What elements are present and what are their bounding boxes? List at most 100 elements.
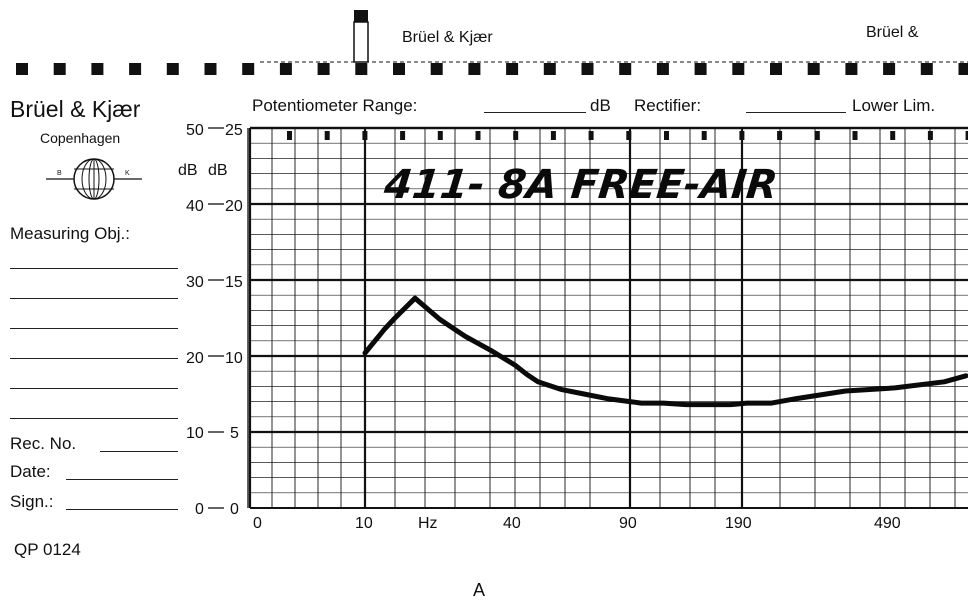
sprocket-hole — [355, 63, 367, 75]
sprocket-hole — [544, 63, 556, 75]
y-right-tick-label: 5 — [230, 425, 239, 443]
top-tick-marks — [287, 131, 968, 140]
top-tick — [287, 131, 292, 140]
x-tick-label: 490 — [874, 515, 901, 533]
top-tick — [551, 131, 556, 140]
top-tick — [362, 131, 367, 140]
y-left-tick-label: 0 — [195, 501, 204, 519]
globe-logo-icon: B K — [44, 154, 144, 204]
sprocket-hole — [582, 63, 594, 75]
top-tick — [853, 131, 858, 140]
x-tick-label: 190 — [725, 515, 752, 533]
sprocket-hole — [619, 63, 631, 75]
y-right-tick-label: 25 — [225, 122, 243, 140]
measuring-object-line-1 — [10, 268, 178, 269]
sprocket-hole — [506, 63, 518, 75]
y-left-tick-label: 30 — [186, 274, 204, 292]
sprocket-hole — [280, 63, 292, 75]
y-left-tick-label: 40 — [186, 198, 204, 216]
top-tick — [890, 131, 895, 140]
sprocket-hole — [695, 63, 707, 75]
x-tick-label: 10 — [355, 515, 373, 533]
rectifier-label: Rectifier: — [634, 96, 701, 116]
potentiometer-range-label: Potentiometer Range: — [252, 96, 417, 116]
sprocket-hole — [657, 63, 669, 75]
y-right-tick-label: 20 — [225, 198, 243, 216]
top-tick — [400, 131, 405, 140]
svg-text:411- 8A FREE-AIR: 411- 8A FREE-AIR — [381, 162, 780, 208]
lower-limit-label: Lower Lim. — [852, 96, 935, 116]
sprocket-hole — [167, 63, 179, 75]
measuring-object-line-2 — [10, 298, 178, 299]
sprocket-hole — [91, 63, 103, 75]
y-right-tick-label: 0 — [230, 501, 239, 519]
sprocket-marker — [354, 10, 368, 62]
top-tick — [815, 131, 820, 140]
top-tick — [777, 131, 782, 140]
x-tick-label: 90 — [619, 515, 637, 533]
date-label: Date: — [10, 462, 51, 482]
y-left-tick-label: 20 — [186, 350, 204, 368]
sprocket-hole — [318, 63, 330, 75]
sprocket-hole — [770, 63, 782, 75]
y-axis-ticks — [208, 128, 248, 508]
top-tick — [325, 131, 330, 140]
sprocket-hole — [16, 63, 28, 75]
y-right-tick-label: 10 — [225, 350, 243, 368]
y-axis-right-unit: dB — [208, 162, 228, 180]
y-left-tick-label: 50 — [186, 122, 204, 140]
measuring-object-line-5 — [10, 388, 178, 389]
top-tick — [626, 131, 631, 140]
potentiometer-range-blank — [484, 112, 586, 113]
x-axis-unit: Hz — [418, 515, 438, 533]
company-city: Copenhagen — [40, 130, 120, 146]
measuring-object-line-6 — [10, 418, 178, 419]
top-tick — [928, 131, 933, 140]
sprocket-hole — [808, 63, 820, 75]
measuring-object-line-3 — [10, 328, 178, 329]
top-tick — [739, 131, 744, 140]
date-blank — [66, 479, 178, 480]
measuring-object-label: Measuring Obj.: — [10, 224, 130, 244]
top-tick — [513, 131, 518, 140]
rectifier-blank — [746, 112, 846, 113]
sprocket-hole — [393, 63, 405, 75]
signature-blank — [66, 509, 178, 510]
sprocket-strip — [16, 62, 968, 75]
figure-label: A — [473, 580, 485, 601]
chart-title-handwritten: 411- 8A FREE-AIR — [380, 152, 800, 212]
top-tick — [664, 131, 669, 140]
sprocket-hole — [921, 63, 933, 75]
sprocket-hole — [205, 63, 217, 75]
measuring-object-line-4 — [10, 358, 178, 359]
sprocket-hole — [845, 63, 857, 75]
sprocket-hole — [732, 63, 744, 75]
y-right-tick-label: 15 — [225, 274, 243, 292]
sprocket-hole — [431, 63, 443, 75]
y-axis-left-unit: dB — [178, 162, 198, 180]
svg-text:B: B — [57, 170, 62, 177]
top-tick — [589, 131, 594, 140]
form-reference-code: QP 0124 — [14, 540, 81, 560]
sprocket-hole — [959, 63, 968, 75]
svg-text:K: K — [125, 170, 130, 177]
header-brand-repeat-cut: Brüel & — [866, 24, 918, 42]
x-tick-label: 40 — [503, 515, 521, 533]
record-number-label: Rec. No. — [10, 434, 76, 454]
top-tick — [702, 131, 707, 140]
signature-label: Sign.: — [10, 492, 53, 512]
header-brand-repeat: Brüel & Kjær — [402, 29, 493, 47]
sprocket-hole — [883, 63, 895, 75]
top-tick — [476, 131, 481, 140]
company-name: Brüel & Kjær — [10, 96, 140, 123]
x-tick-label: 0 — [253, 515, 262, 533]
top-tick — [438, 131, 443, 140]
sprocket-hole — [242, 63, 254, 75]
sprocket-hole — [468, 63, 480, 75]
record-number-blank — [100, 451, 178, 452]
y-left-tick-label: 10 — [186, 425, 204, 443]
sprocket-hole — [54, 63, 66, 75]
potentiometer-range-unit: dB — [590, 96, 611, 116]
sprocket-hole — [129, 63, 141, 75]
